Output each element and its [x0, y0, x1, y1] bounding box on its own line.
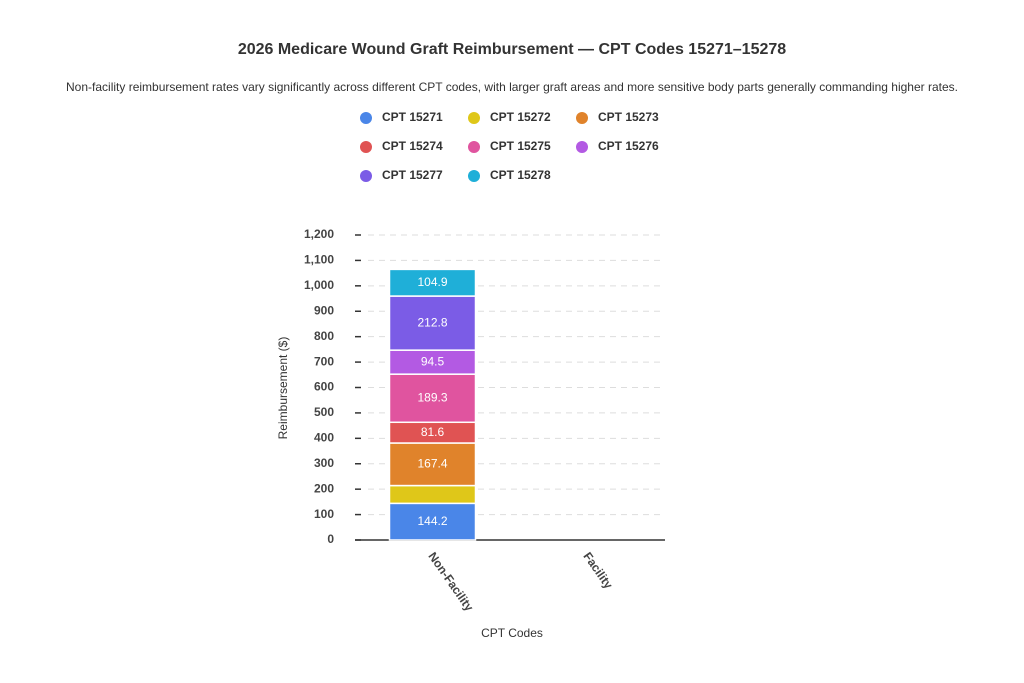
legend-swatch [468, 141, 480, 153]
x-tick-label: Non-Facility [425, 550, 476, 615]
bar-segment [388, 373, 477, 424]
data-label: 81.6 [421, 425, 445, 439]
y-tick-label: 1,200 [304, 227, 334, 241]
chart-subtitle: Non-facility reimbursement rates vary si… [66, 80, 958, 94]
legend-swatch [360, 112, 372, 124]
y-tick-label: 400 [314, 431, 334, 445]
data-label: 104.9 [417, 275, 447, 289]
legend-label: CPT 15277 [382, 168, 443, 182]
y-tick-label: 0 [327, 532, 334, 546]
y-tick-label: 900 [314, 303, 334, 317]
bar-segment [388, 442, 477, 487]
legend-swatch [576, 112, 588, 124]
data-label: 189.3 [417, 390, 447, 404]
data-label: 167.4 [417, 456, 447, 470]
y-tick-label: 300 [314, 456, 334, 470]
y-tick-label: 800 [314, 329, 334, 343]
y-tick-label: 600 [314, 380, 334, 394]
bar-segment [388, 268, 477, 297]
x-axis-label: CPT Codes [481, 626, 543, 640]
legend-swatch [360, 170, 372, 182]
legend-label: CPT 15271 [382, 110, 443, 124]
chart-title: 2026 Medicare Wound Graft Reimbursement … [238, 41, 786, 58]
legend-label: CPT 15278 [490, 168, 551, 182]
data-label: 144.2 [417, 514, 447, 528]
legend-label: CPT 15274 [382, 139, 443, 153]
legend-swatch [360, 141, 372, 153]
y-axis-label: Reimbursement ($) [276, 337, 290, 440]
y-tick-label: 1,100 [304, 253, 334, 267]
bar-segment [388, 295, 477, 351]
data-label: 212.8 [417, 315, 447, 329]
y-tick-label: 100 [314, 507, 334, 521]
y-tick-label: 500 [314, 405, 334, 419]
y-tick-label: 1,000 [304, 278, 334, 292]
y-tick-label: 200 [314, 481, 334, 495]
y-tick-label: 700 [314, 354, 334, 368]
legend-label: CPT 15276 [598, 139, 659, 153]
x-tick-label: Facility [580, 550, 615, 592]
legend-swatch [576, 141, 588, 153]
legend-swatch [468, 170, 480, 182]
bar-segment [388, 484, 477, 505]
legend-label: CPT 15275 [490, 139, 551, 153]
data-label: 94.5 [421, 354, 445, 368]
bar-segment [388, 502, 477, 541]
legend-label: CPT 15273 [598, 110, 659, 124]
legend-label: CPT 15272 [490, 110, 551, 124]
legend-swatch [468, 112, 480, 124]
